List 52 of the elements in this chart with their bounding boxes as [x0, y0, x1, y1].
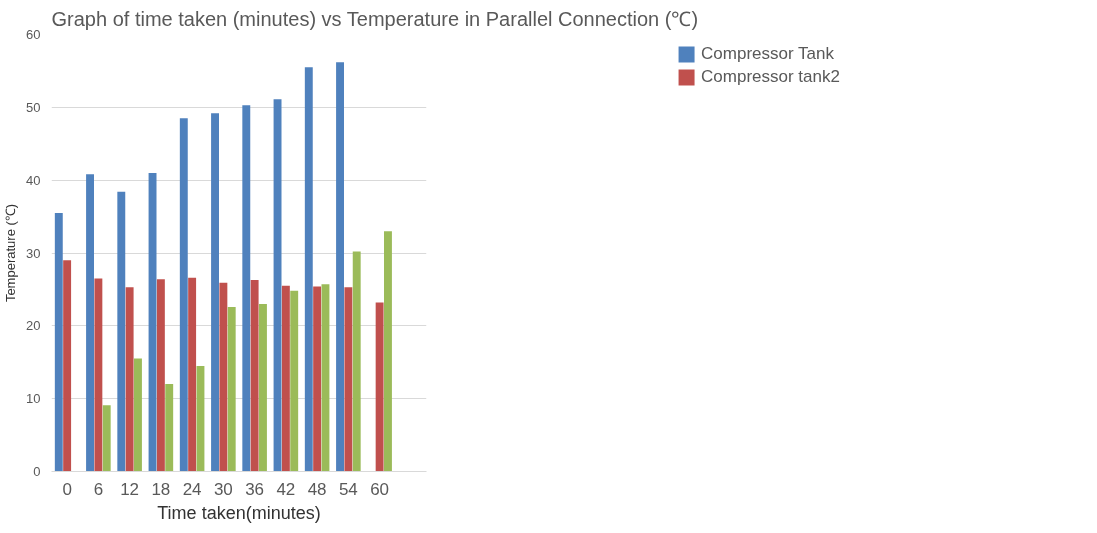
x-tick-label: 42	[276, 479, 296, 499]
bar	[344, 287, 353, 472]
bar	[94, 278, 103, 472]
x-tick-label: 60	[370, 479, 390, 499]
x-axis-title: Time taken(minutes)	[157, 502, 321, 523]
x-tick-label: 54	[338, 479, 358, 499]
x-tick-label: 6	[93, 479, 104, 499]
bar	[313, 286, 322, 472]
x-tick-label: 0	[62, 479, 72, 499]
bar	[281, 285, 290, 472]
bar	[227, 306, 236, 472]
x-tick-label: 24	[182, 479, 202, 499]
x-tick-label: 48	[307, 479, 327, 499]
bar	[336, 62, 344, 472]
bar	[250, 279, 259, 472]
legend-label: Compressor Tank	[701, 44, 834, 64]
y-tick-label: 50	[26, 99, 41, 115]
bar	[63, 260, 72, 472]
bar	[259, 303, 267, 472]
bar	[273, 99, 282, 472]
bar	[211, 113, 219, 472]
y-tick-label: 10	[26, 391, 41, 407]
y-tick-label: 0	[33, 464, 41, 479]
y-tick-label: 30	[26, 245, 41, 261]
bar	[134, 358, 142, 472]
x-tick-label: 12	[120, 479, 140, 499]
bar	[165, 384, 174, 472]
y-tick-label: 40	[26, 172, 41, 188]
bar	[352, 251, 361, 472]
x-tick-label: 18	[151, 479, 171, 499]
bar	[384, 231, 392, 472]
bar	[290, 290, 299, 472]
bar	[375, 302, 384, 472]
x-tick-label: 36	[245, 479, 265, 499]
bar	[179, 118, 188, 472]
y-axis-title: Temperature (℃)	[3, 203, 19, 303]
bar	[117, 191, 126, 472]
bar	[219, 282, 228, 472]
chart-title: Graph of time taken (minutes) vs Temperature in Parallel Connection (℃)	[51, 7, 699, 30]
bar	[304, 67, 313, 472]
bar	[102, 405, 111, 472]
bar	[188, 277, 197, 472]
bar	[148, 172, 157, 472]
y-tick-label: 20	[26, 318, 41, 334]
bar	[54, 212, 63, 472]
x-tick-label: 30	[213, 479, 233, 499]
bar	[242, 105, 251, 472]
legend-label: Compressor tank2	[701, 67, 840, 87]
bar	[156, 279, 165, 472]
y-tick-label: 60	[26, 27, 41, 42]
bar	[125, 287, 134, 472]
bar	[86, 174, 94, 472]
